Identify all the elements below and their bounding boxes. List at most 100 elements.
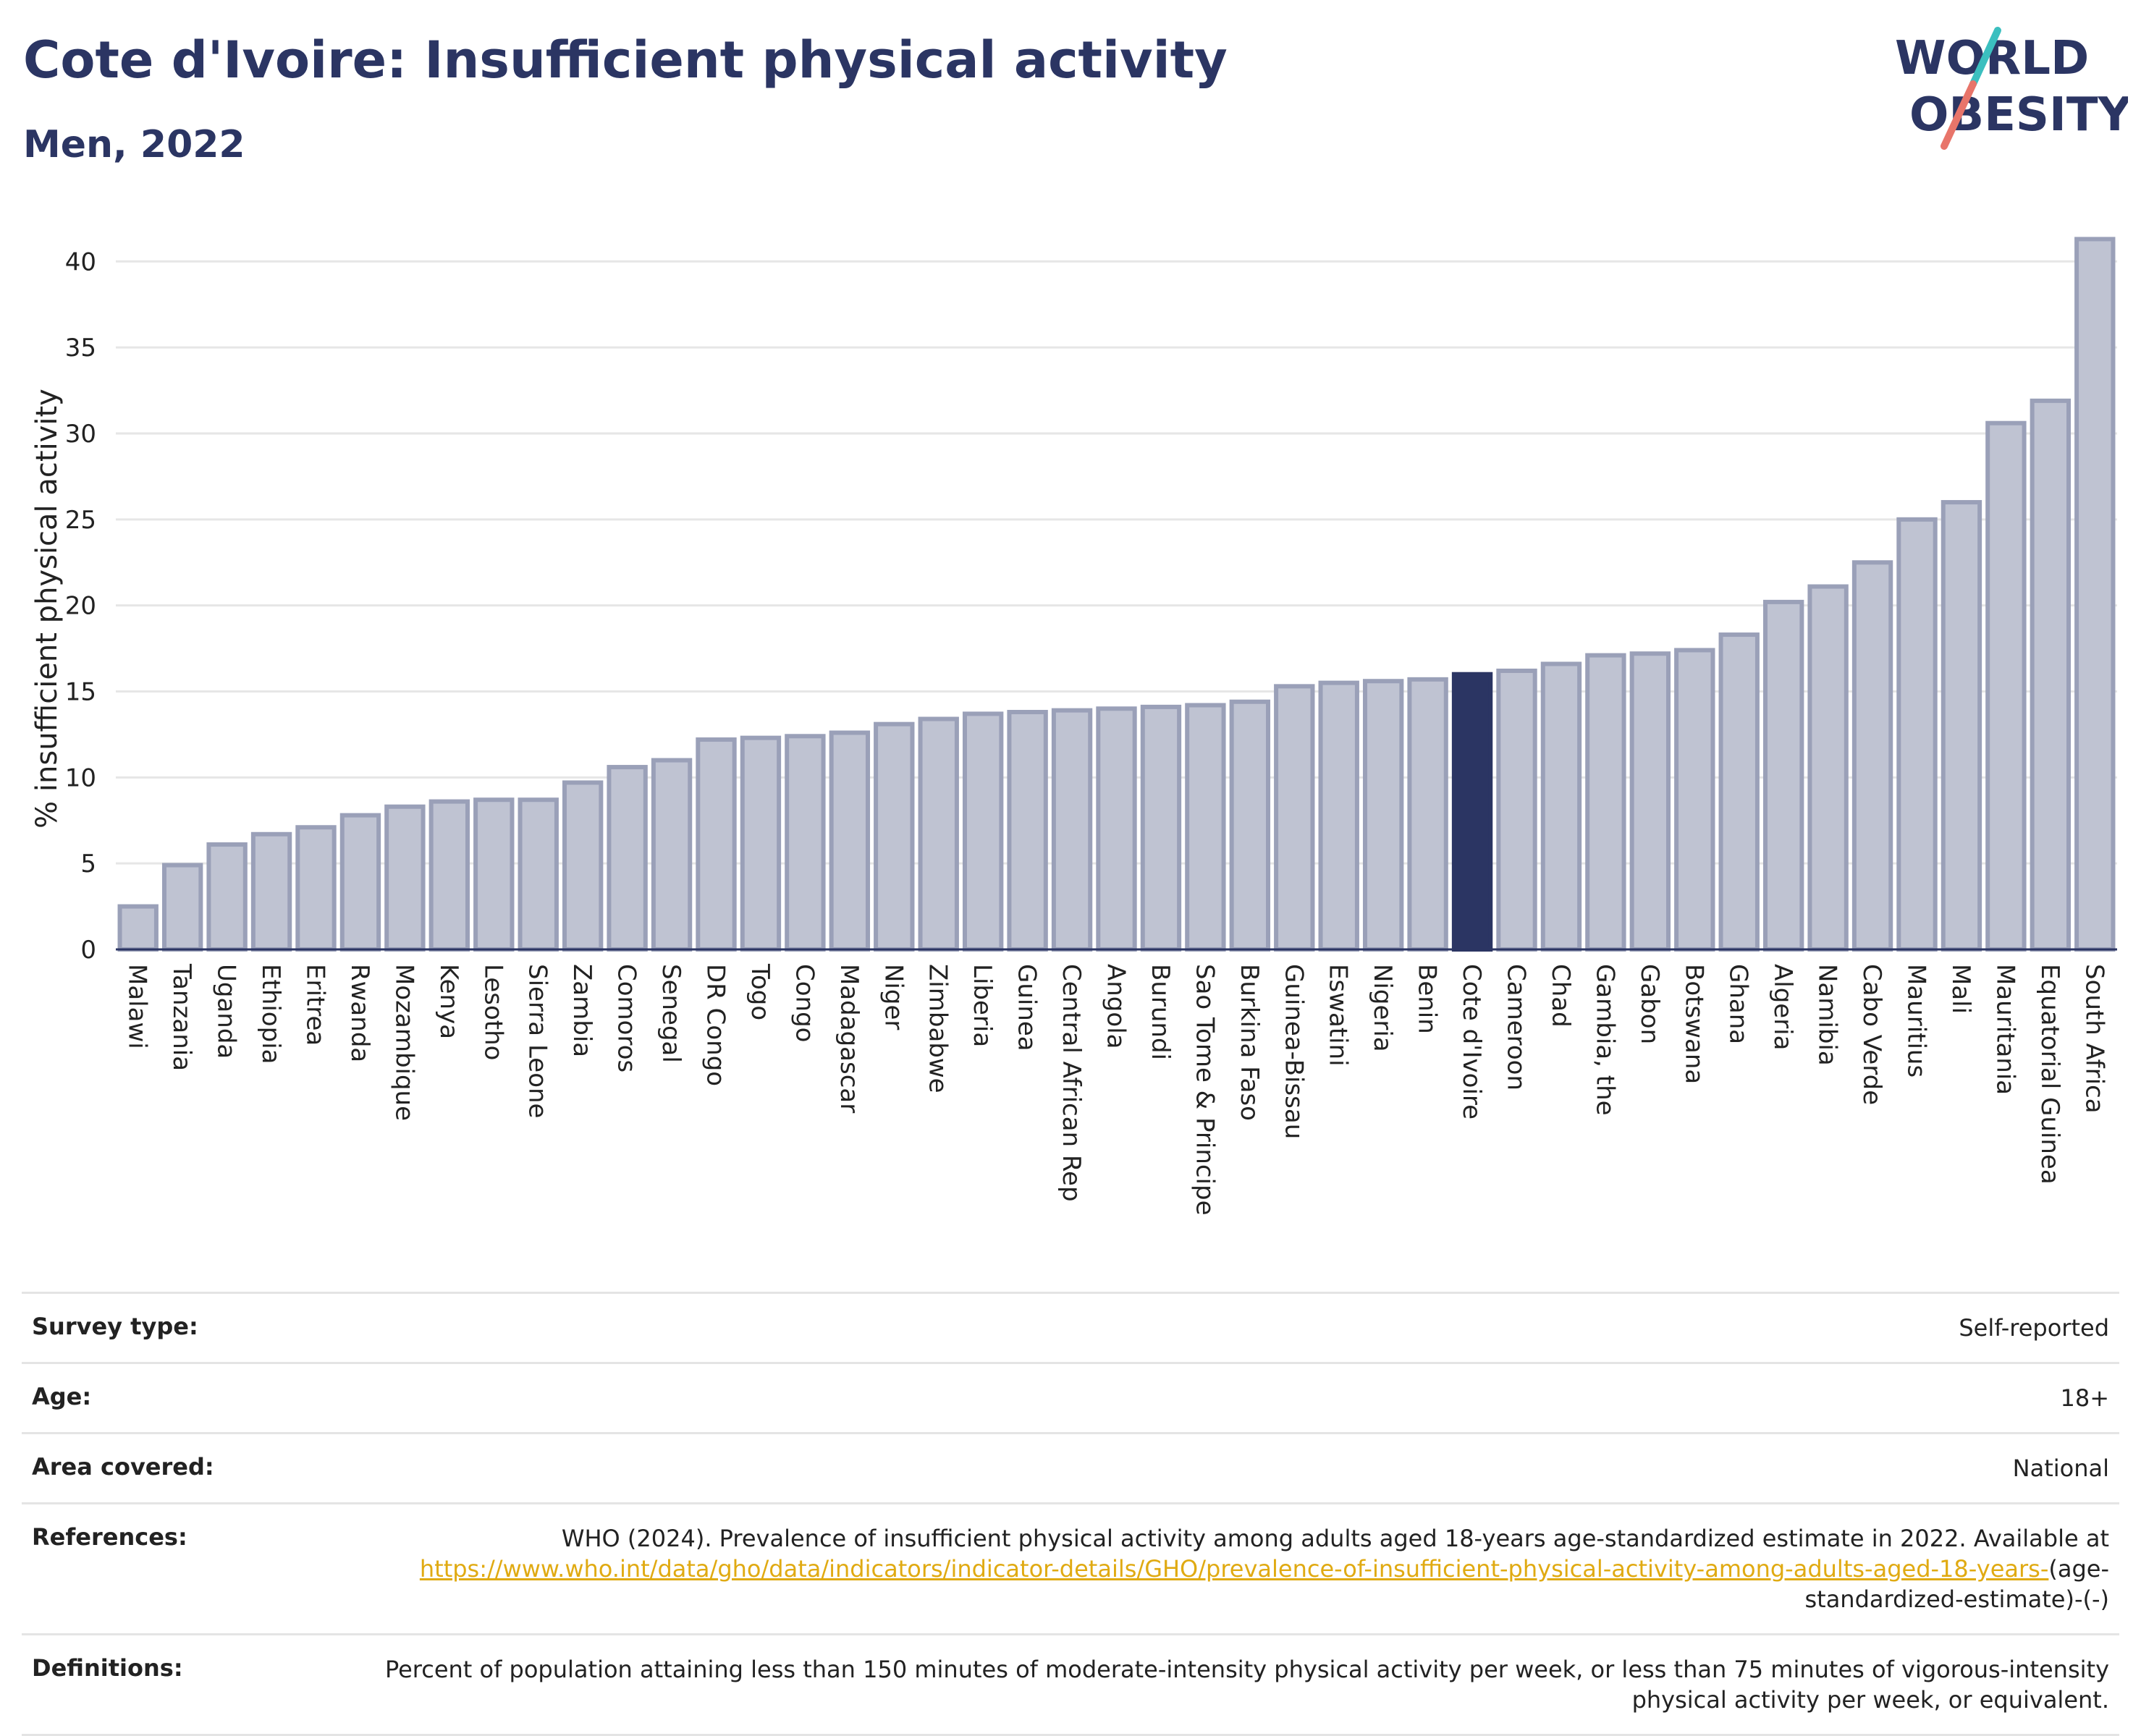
bar-burundi [1140, 704, 1182, 952]
x-tick-label: Mauritania [1990, 964, 2019, 1095]
bar-togo [740, 735, 782, 952]
meta-key: Area covered: [22, 1432, 346, 1504]
y-tick-label: 35 [65, 334, 96, 363]
bar-guinea [1007, 710, 1048, 952]
bar-zimbabwe [918, 716, 959, 952]
bar-liberia [962, 711, 1004, 952]
y-tick-label: 25 [65, 506, 96, 535]
x-tick-label: DR Congo [701, 964, 730, 1086]
x-tick-label: Eritrea [301, 964, 330, 1046]
x-tick-label: Cameroon [1502, 964, 1531, 1091]
bar-cameroon [1496, 668, 1537, 952]
bar-algeria [1762, 599, 1804, 952]
bar-madagascar [829, 730, 871, 952]
bar-niger [874, 721, 915, 952]
bar-dr-congo [696, 737, 737, 952]
x-tick-label: Chad [1546, 964, 1575, 1028]
x-tick-label: Ghana [1724, 964, 1753, 1044]
x-tick-label: Zimbabwe [924, 964, 953, 1093]
bar-comoros [607, 765, 648, 952]
x-axis-labels: Malawi Tanzania Uganda Ethiopia Eritrea Rwand… [123, 963, 2109, 1216]
bar-uganda [206, 842, 248, 952]
bar-chart: 0 5 10 15 20 25 30 35 40 Malawi Tanzania Uganda Eth… [30, 237, 2117, 1216]
x-tick-label: Equatorial Guinea [2035, 964, 2064, 1185]
meta-row-references: References: WHO (2024). Prevalence of in… [22, 1502, 2119, 1635]
x-tick-label: Mali [1946, 964, 1975, 1014]
bar-benin [1407, 677, 1448, 952]
x-tick-label: Ethiopia [256, 964, 285, 1064]
bar-kenya [428, 799, 470, 952]
logo-slash-coral [1941, 80, 1977, 150]
bar-chad [1540, 661, 1582, 952]
bar-eswatini [1318, 680, 1359, 952]
meta-value: WHO (2024). Prevalence of insufficient p… [346, 1502, 2119, 1635]
x-tick-label: Nigeria [1368, 964, 1397, 1052]
bar-guinea-bissau [1274, 684, 1315, 952]
bar-sao-tome-principe [1185, 703, 1226, 952]
x-tick-label: Kenya [434, 964, 463, 1039]
x-tick-label: Madagascar [835, 964, 863, 1113]
x-tick-label: Sao Tome & Principe [1190, 964, 1219, 1216]
x-tick-label: Angola [1102, 964, 1131, 1049]
x-tick-label: Guinea-Bissau [1279, 964, 1308, 1139]
x-tick-label: Namibia [1813, 964, 1842, 1066]
x-tick-label: Sierra Leone [523, 964, 552, 1118]
meta-row-age: Age: 18+ [22, 1362, 2119, 1434]
references-link[interactable]: https://www.who.int/data/gho/data/indica… [419, 1555, 2049, 1583]
x-tick-label: Niger [879, 964, 908, 1030]
x-tick-label: Gabon [1635, 964, 1664, 1044]
x-tick-label: Lesotho [478, 964, 507, 1060]
x-tick-label: Liberia [968, 964, 997, 1047]
bar-eritrea [295, 825, 337, 952]
meta-value: Percent of population attaining less tha… [346, 1633, 2119, 1736]
x-tick-label: Guinea [1013, 964, 1042, 1051]
bar-malawi [117, 904, 159, 952]
bar-nigeria [1362, 679, 1404, 952]
x-tick-label: Algeria [1768, 964, 1797, 1050]
bar-ghana [1718, 632, 1760, 952]
bar-mozambique [384, 804, 426, 952]
logo-slash-teal [1969, 27, 2001, 88]
x-tick-label: Eswatini [1324, 964, 1353, 1067]
x-tick-label: Rwanda [345, 964, 374, 1062]
page-subtitle: Men, 2022 [23, 123, 245, 166]
meta-value: 18+ [346, 1362, 2119, 1434]
y-tick-label: 40 [65, 247, 96, 276]
x-tick-label: Central African Rep [1057, 964, 1086, 1202]
x-tick-label: Mozambique [389, 964, 418, 1121]
bar-ethiopia [250, 831, 292, 952]
y-axis-title: % insufficient physical activity [30, 389, 64, 829]
x-tick-label: Togo [746, 963, 774, 1020]
bar-sierra-leone [518, 797, 559, 952]
bar-angola [1096, 706, 1137, 952]
x-tick-label: Senegal [656, 964, 685, 1063]
x-tick-label: Comoros [612, 964, 641, 1072]
y-tick-label: 20 [65, 592, 96, 621]
x-tick-label: Mauritius [1902, 964, 1931, 1077]
x-tick-label: Malawi [123, 964, 152, 1049]
logo-line-2: OBESITY [1909, 88, 2128, 142]
bars [117, 237, 2116, 952]
bar-congo [785, 734, 826, 952]
y-tick-label: 0 [80, 936, 96, 965]
meta-row-survey-type: Survey type: Self-reported [22, 1292, 2119, 1363]
bar-tanzania [161, 863, 203, 952]
bar-rwanda [339, 813, 381, 952]
meta-row-definitions: Definitions: Percent of population attai… [22, 1633, 2119, 1736]
x-tick-label: Burkina Faso [1235, 964, 1264, 1121]
bar-south-africa [2074, 237, 2116, 952]
metadata-table: Survey type: Self-reported Age: 18+ Area… [22, 1292, 2119, 1736]
meta-key: Age: [22, 1362, 346, 1434]
bar-cabo-verde [1851, 560, 1893, 952]
x-tick-label: Cote d'Ivoire [1457, 964, 1486, 1119]
page-title: Cote d'Ivoire: Insufficient physical act… [23, 30, 1228, 90]
y-tick-label: 30 [65, 420, 96, 449]
bar-mauritius [1896, 517, 1938, 952]
bar-botswana [1674, 648, 1715, 952]
meta-value: Self-reported [346, 1292, 2119, 1363]
y-axis-ticks: 0 5 10 15 20 25 30 35 40 [65, 247, 96, 965]
meta-row-area: Area covered: National [22, 1432, 2119, 1504]
bar-mali [1941, 500, 1982, 952]
y-tick-label: 10 [65, 763, 96, 792]
x-tick-label: Congo [790, 964, 819, 1042]
